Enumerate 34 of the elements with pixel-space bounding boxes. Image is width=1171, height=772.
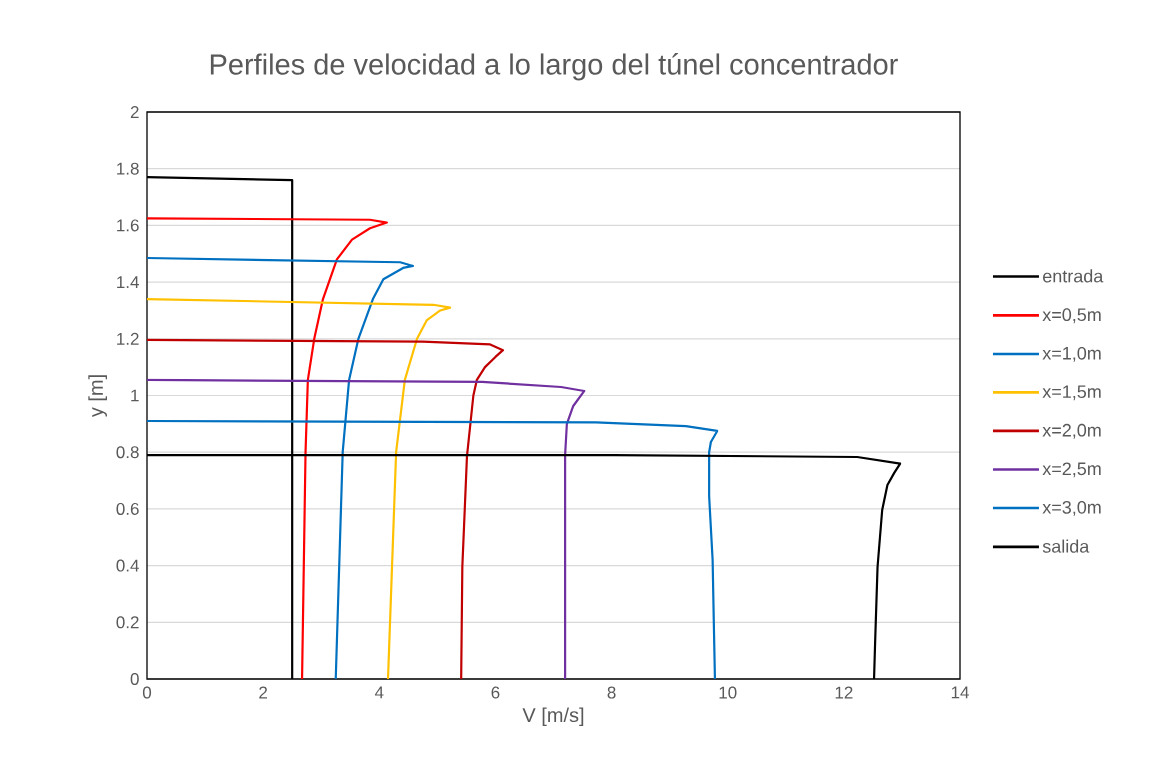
x-tick-label: 10: [719, 686, 737, 699]
x-tick-label: 4: [374, 686, 384, 699]
y-tick-label: 0.4: [116, 559, 139, 572]
y-tick-label: 0.8: [116, 446, 139, 459]
y-tick-label: 1.4: [117, 276, 139, 288]
line-series: [147, 338, 505, 679]
x-tick-label: 8: [607, 686, 616, 699]
line-series: [147, 217, 388, 679]
x-tick-label: 12: [835, 686, 853, 699]
legend-label: x=0,5m: [1042, 308, 1101, 324]
legend-label: x=2,5m: [1042, 462, 1101, 478]
y-tick-label: 1.6: [117, 219, 139, 232]
y-tick-label: 2: [130, 106, 139, 118]
x-axis-title: V [m/s]: [522, 707, 584, 727]
y-tick-label: 1.8: [117, 162, 139, 175]
legend-label: entrada: [1043, 269, 1104, 283]
legend-label: x=2,0m: [1042, 423, 1101, 439]
y-tick-label: 1: [131, 389, 139, 402]
line-series: [147, 378, 586, 679]
line-series: [147, 298, 452, 679]
legend-label: x=1,0m: [1042, 346, 1101, 362]
y-tick-label: 0.2: [116, 616, 139, 629]
x-tick-label: 0: [142, 686, 152, 699]
x-tick-label: 14: [951, 686, 969, 699]
y-axis-title: y [m]: [88, 375, 107, 418]
chart-title: Perfiles de velocidad a lo largo del túnel concentrador: [210, 53, 898, 81]
y-tick-label: 0.6: [116, 502, 139, 515]
x-tick-label: 6: [491, 686, 500, 699]
y-tick-label: 1.2: [117, 332, 139, 345]
x-tick-label: 2: [259, 686, 268, 699]
y-tick-label: 0: [130, 672, 139, 686]
legend-label: x=1,5m: [1042, 385, 1101, 401]
legend-label: salida: [1042, 539, 1090, 553]
legend-label: x=3,0m: [1042, 500, 1101, 516]
